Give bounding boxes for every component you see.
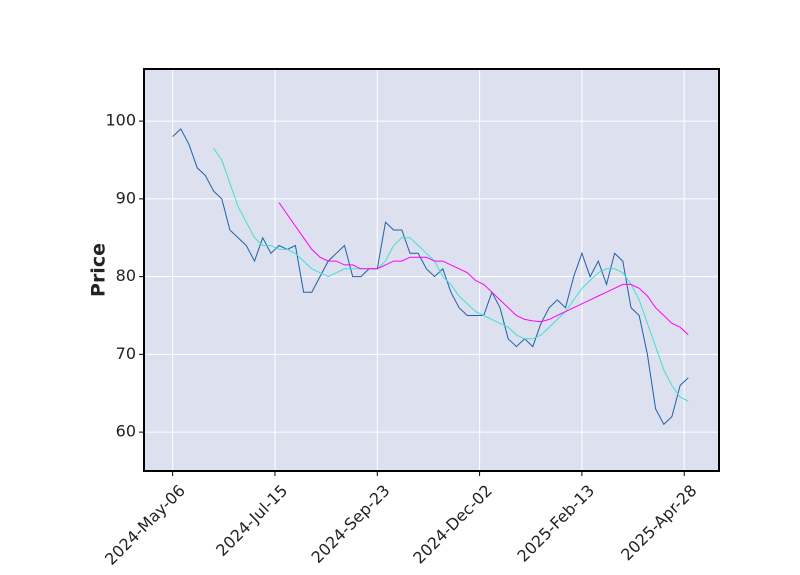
plot-frame bbox=[143, 68, 720, 472]
y-tick-label: 60 bbox=[116, 422, 136, 441]
x-tick-label: 2024-Sep-23 bbox=[307, 481, 393, 567]
x-tick-label: 2024-Jul-15 bbox=[212, 481, 291, 560]
x-tick-label: 2024-May-06 bbox=[101, 481, 189, 569]
price-line bbox=[172, 128, 689, 426]
x-tick-label: 2025-Feb-13 bbox=[513, 481, 598, 566]
y-tick-label: 80 bbox=[116, 266, 136, 285]
y-tick-label: 100 bbox=[105, 111, 136, 130]
y-tick-label: 70 bbox=[116, 344, 136, 363]
y-axis-label: Price bbox=[88, 243, 110, 297]
x-tick-label: 2025-Apr-28 bbox=[617, 481, 700, 564]
price-line bbox=[278, 202, 689, 336]
x-tick-label: 2024-Dec-02 bbox=[409, 481, 496, 568]
plot-layer bbox=[144, 69, 719, 471]
plot-area bbox=[144, 69, 719, 471]
y-tick-label: 90 bbox=[116, 188, 136, 207]
price-line bbox=[213, 148, 689, 402]
